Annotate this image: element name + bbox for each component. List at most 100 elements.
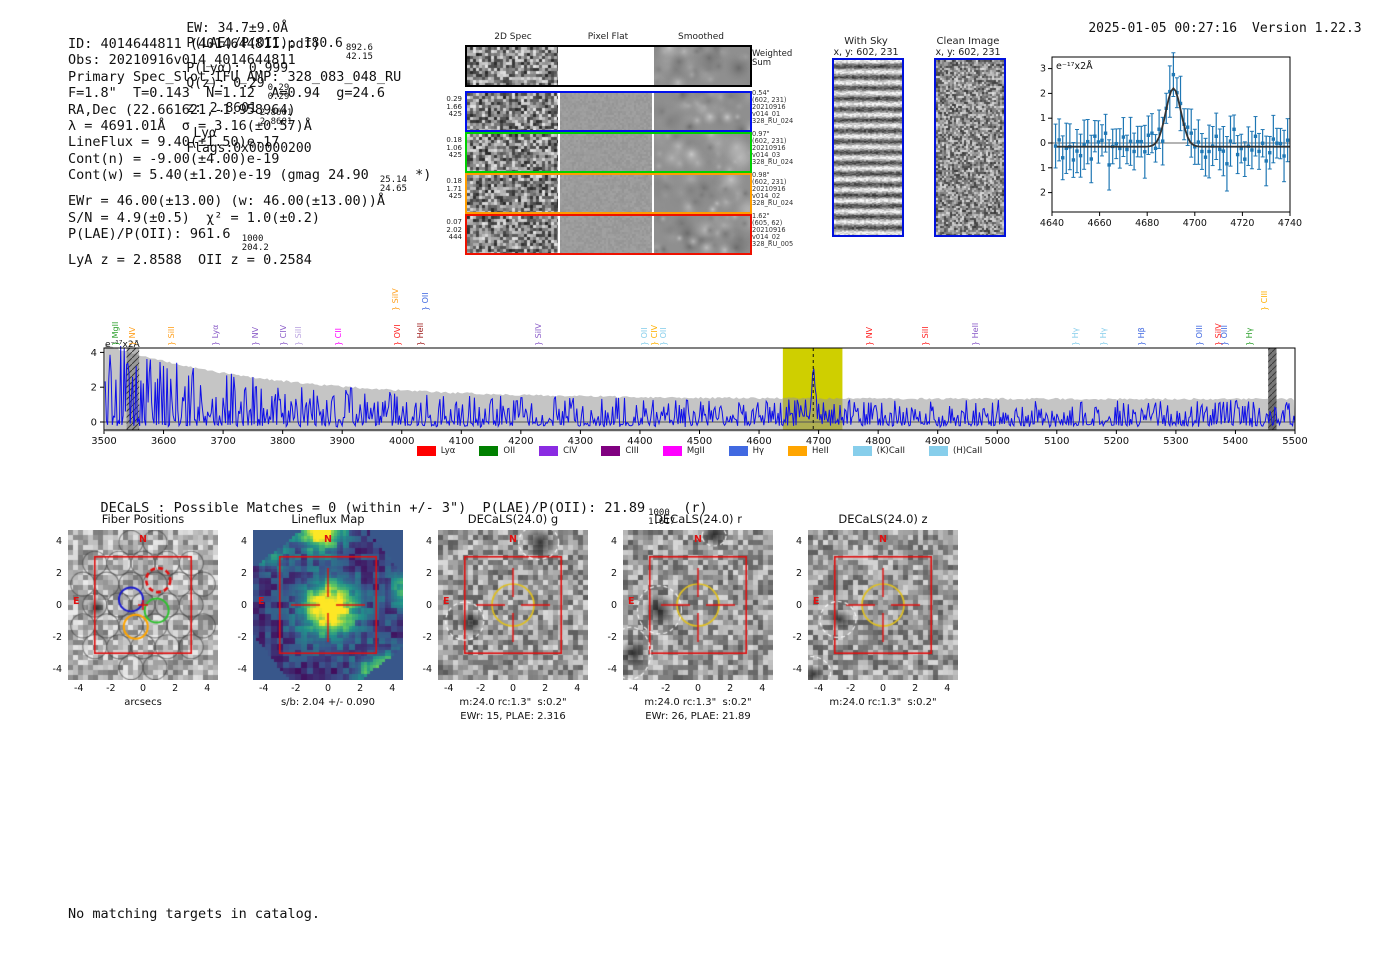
emission-label-siiv-8: } SiIV bbox=[390, 288, 400, 311]
with-sky-panel bbox=[832, 58, 904, 237]
compass-north-3: N bbox=[694, 534, 702, 545]
emission-label-heii-11: } HeII bbox=[415, 322, 425, 346]
compass-east-2: E bbox=[443, 596, 450, 607]
legend-swatch bbox=[479, 446, 499, 456]
svg-text:5100: 5100 bbox=[1044, 436, 1069, 447]
fiber-strip-row-2 bbox=[465, 173, 752, 214]
svg-text:4: 4 bbox=[91, 348, 97, 359]
cutout-xlabel-0: arcsecs bbox=[124, 697, 162, 708]
compass-east-0: E bbox=[73, 596, 80, 607]
emission-label-hγ-25: } Hγ bbox=[1244, 327, 1254, 346]
emission-label-ciii-26: } CIII bbox=[1259, 290, 1269, 311]
svg-text:4800: 4800 bbox=[865, 436, 890, 447]
svg-text:5300: 5300 bbox=[1163, 436, 1188, 447]
xtick: 4 bbox=[204, 683, 211, 694]
xtick: -4 bbox=[628, 683, 639, 694]
emission-label-siiv-12: } SiIV bbox=[533, 323, 543, 346]
emission-label-oiii-24: } OIII bbox=[1220, 324, 1230, 346]
plae-range: 892.6 42.15 bbox=[345, 43, 373, 62]
header-line: EW: 34.7±9.0Å P(LAE)/P(OII): 180.6 892.6 4… bbox=[155, 6, 389, 171]
fiber-strip-row-3 bbox=[465, 214, 752, 255]
legend-item-3: CIII bbox=[601, 446, 639, 456]
xtick: 2 bbox=[727, 683, 734, 694]
svg-text:4000: 4000 bbox=[389, 436, 414, 447]
row-right-meta-0: 0.54" (602, 231) 20210916 v014_01 328_RU_024 bbox=[752, 89, 794, 126]
svg-text:0: 0 bbox=[1040, 138, 1046, 149]
cutout-xlabel-3: m:24.0 rc:1.3" s:0.2" bbox=[644, 697, 752, 708]
row-left-stats-3: 0.07 2.02 444 bbox=[446, 218, 462, 242]
legend-item-5: Hγ bbox=[728, 446, 764, 456]
row-smoothed-image bbox=[654, 93, 750, 130]
ytick: 0 bbox=[55, 599, 62, 611]
header-plya: P(Lyα): 0.999 bbox=[186, 61, 289, 76]
header-flags: Flags:0x00000200 bbox=[186, 141, 312, 156]
xtick: -2 bbox=[291, 683, 301, 694]
xtick: -2 bbox=[476, 683, 486, 694]
row-smoothed-image bbox=[654, 175, 750, 212]
weighted-smoothed-image bbox=[654, 47, 750, 85]
header-timestamp: 2025-01-05 00:27:16 bbox=[1088, 21, 1238, 36]
spectrum-legend: Lyα OII CIV CIII MgII Hγ HeII (K)CaII (H)CaII bbox=[104, 446, 1295, 456]
emission-label-hγ-20: } Hγ bbox=[1099, 327, 1109, 346]
header-z: z: 2.8601 2.8601 2.8601 bbox=[186, 101, 293, 127]
fiber-strip-row-0 bbox=[465, 91, 752, 132]
cutout-title-2: DECaLS(24.0) g bbox=[467, 512, 559, 526]
cutout-xlabel-4: m:24.0 rc:1.3" s:0.2" bbox=[829, 697, 937, 708]
svg-text:2: 2 bbox=[91, 383, 97, 394]
row-smoothed-image bbox=[654, 134, 750, 171]
xtick: -4 bbox=[73, 683, 84, 694]
ytick: -4 bbox=[52, 664, 62, 676]
xtick: 2 bbox=[357, 683, 364, 694]
info-line-3: F=1.8" T=0.143 N=1.12 A=0.94 g=24.6 bbox=[68, 85, 385, 102]
legend-swatch bbox=[788, 446, 807, 456]
with-sky-image bbox=[834, 60, 902, 235]
svg-text:4700: 4700 bbox=[806, 436, 831, 447]
ytick: 2 bbox=[795, 567, 802, 579]
xtick: 0 bbox=[879, 683, 886, 694]
legend-swatch bbox=[662, 446, 682, 456]
svg-text:3700: 3700 bbox=[210, 436, 235, 447]
cutout-xlabel-2: m:24.0 rc:1.3" s:0.2" bbox=[459, 697, 567, 708]
compass-east-3: E bbox=[628, 596, 635, 607]
info-line-8: Cont(w) = 5.40(±1.20)e-19 (gmag 24.90 25… bbox=[68, 167, 432, 194]
with-sky-coords: x, y: 602, 231 bbox=[833, 47, 899, 58]
emission-label-oii-13: } OII bbox=[639, 327, 649, 346]
compass-north-2: N bbox=[509, 534, 517, 545]
header-version: Version 1.22.3 bbox=[1252, 21, 1362, 36]
legend-swatch bbox=[601, 446, 621, 456]
svg-text:2: 2 bbox=[1040, 88, 1046, 99]
row-pixelflat-image bbox=[560, 216, 652, 253]
svg-text:-2: -2 bbox=[1040, 188, 1046, 199]
ytick: 4 bbox=[425, 535, 432, 547]
svg-text:4400: 4400 bbox=[627, 436, 652, 447]
full-spectrum-plot: 3500 3600 3700 3800 3900 4000 4100 4200 4300 4400… bbox=[91, 340, 1308, 447]
spectrum-units-annotation: e⁻¹⁷x2Å bbox=[105, 340, 141, 350]
emission-label-siii-2: } SiII bbox=[167, 326, 177, 346]
legend-swatch bbox=[416, 446, 436, 456]
cutout-title-0: Fiber Positions bbox=[101, 512, 185, 526]
cutout-title-1: Lineflux Map bbox=[291, 512, 365, 526]
col-title-pixelflat: Pixel Flat bbox=[587, 32, 629, 42]
legend-item-8: (H)CaII bbox=[929, 446, 982, 456]
with-sky-title: With Sky bbox=[844, 36, 888, 47]
ytick: -2 bbox=[52, 632, 62, 644]
svg-text:-1: -1 bbox=[1040, 163, 1046, 174]
ytick: 0 bbox=[610, 599, 617, 611]
svg-text:4700: 4700 bbox=[1183, 218, 1207, 229]
compass-north-1: N bbox=[324, 534, 332, 545]
info-line-6: LineFlux = 9.40(±1.50)e-17 bbox=[68, 134, 280, 151]
row-2dspec-image bbox=[467, 175, 558, 212]
ytick: -2 bbox=[422, 632, 432, 644]
svg-text:4680: 4680 bbox=[1135, 218, 1159, 229]
row-smoothed-image bbox=[654, 216, 750, 253]
ytick: 2 bbox=[240, 567, 247, 579]
legend-item-1: OII bbox=[479, 446, 515, 456]
decals-match-line: DECaLS : Possible Matches = 0 (within +/… bbox=[100, 500, 708, 527]
col-title-smoothed: Smoothed bbox=[678, 32, 724, 42]
ytick: -4 bbox=[422, 664, 432, 676]
info-line-1: Obs: 20210916v014_4014644811 bbox=[68, 52, 296, 69]
cutout-note-3: EWr: 26, PLAE: 21.89 bbox=[645, 711, 751, 722]
emission-label-siii-6: } SiII bbox=[293, 326, 303, 346]
xtick: 2 bbox=[172, 683, 179, 694]
